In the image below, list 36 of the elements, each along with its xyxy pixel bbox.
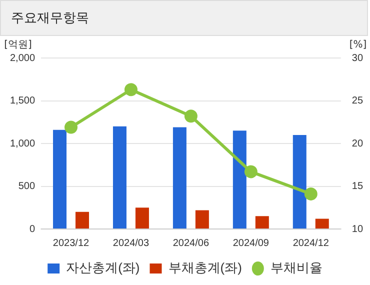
y-tick-label: 1,500 (10, 96, 36, 106)
x-tick-label: 2023/12 (52, 238, 90, 249)
y-tick-label: 500 (18, 181, 36, 192)
legend-label: 부채비율 (270, 260, 322, 276)
y-tick-label: 2,000 (10, 52, 36, 64)
point (64, 120, 78, 134)
y2-tick-label: 25 (352, 96, 364, 106)
bar (292, 134, 306, 228)
x-tick-label: 2024/06 (172, 238, 210, 249)
bar (76, 212, 89, 228)
y-tick-label: 1,000 (10, 138, 36, 150)
point (124, 83, 138, 96)
point (184, 110, 198, 123)
y2-tick-label: 10 (352, 224, 364, 235)
y2-tick-label: 15 (352, 181, 364, 192)
bar (53, 130, 67, 228)
x-tick-label: 2024/03 (112, 238, 150, 249)
legend-label: 부채총계(좌) (168, 260, 242, 276)
legend-label: 자산총계(좌) (66, 260, 140, 276)
point (244, 165, 258, 178)
bar (112, 126, 126, 228)
x-tick-label: 2024/09 (232, 238, 270, 249)
bar (195, 210, 209, 228)
y2-tick-label: 30 (352, 52, 364, 64)
y-tick-label: 0 (29, 224, 36, 235)
bar (232, 130, 246, 228)
y-axis-title: [억원] (4, 40, 32, 51)
chart-title: 주요재무항목 (0, 0, 368, 36)
x-tick-label: 2024/12 (292, 238, 330, 249)
y2-axis-title: [%] (349, 40, 367, 51)
y2-tick-label: 20 (352, 138, 364, 150)
bar (135, 208, 149, 228)
point (304, 187, 318, 200)
bar (255, 216, 269, 228)
bar (172, 127, 186, 228)
bar (315, 218, 329, 228)
